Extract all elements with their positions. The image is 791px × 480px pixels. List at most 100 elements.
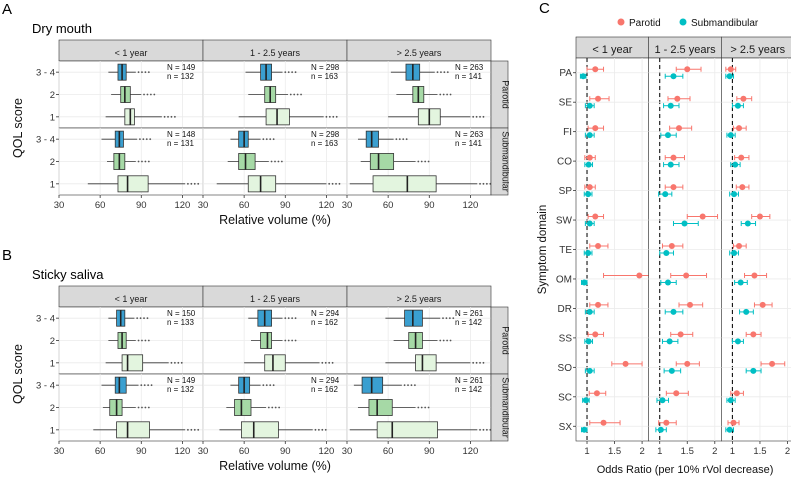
box-outlier — [146, 317, 149, 320]
estimate-point — [726, 73, 733, 80]
box-outlier — [294, 71, 297, 74]
y-category-label: SX — [559, 422, 573, 433]
estimate-point — [739, 184, 746, 191]
legend-marker-submandibular — [679, 18, 687, 26]
box-outlier — [144, 406, 147, 409]
box-outlier — [328, 182, 331, 185]
y-category-label: 3 - 4 — [36, 314, 55, 325]
x-tick-label: 60 — [95, 446, 106, 457]
box-outlier — [141, 406, 143, 409]
estimate-point — [586, 367, 593, 374]
box-outlier — [436, 71, 439, 74]
box-outlier — [398, 138, 401, 141]
x-tick-label: 2 — [712, 446, 717, 457]
estimate-point — [675, 125, 682, 132]
estimate-point — [667, 102, 674, 109]
estimate-point — [659, 397, 666, 404]
sample-size-n: n = 142 — [455, 318, 482, 327]
estimate-point — [600, 419, 607, 426]
estimate-point — [750, 331, 757, 338]
facet-strip-label: 1 - 2.5 years — [654, 44, 716, 56]
box-outlier — [153, 93, 156, 96]
box-outlier — [170, 115, 173, 118]
box-iqr — [372, 175, 437, 193]
box-outlier — [187, 182, 189, 185]
x-axis-title: Relative volume (%) — [219, 459, 331, 473]
box-outlier — [479, 115, 481, 118]
box-iqr — [260, 332, 272, 349]
box-outlier — [440, 71, 442, 74]
sample-size-N: N = 263 — [455, 130, 484, 139]
box-outlier — [449, 339, 452, 342]
box-outlier — [445, 317, 448, 320]
box-outlier — [317, 428, 320, 431]
estimate-point — [736, 125, 743, 132]
box-outlier — [395, 138, 398, 141]
box-outlier — [277, 160, 280, 163]
estimate-point — [681, 220, 688, 227]
box-outlier — [278, 406, 281, 409]
box-outlier — [442, 93, 445, 96]
box-outlier — [147, 160, 150, 163]
estimate-point — [592, 331, 599, 338]
facet-strip-label: 1 - 2.5 years — [250, 294, 301, 304]
y-category-label: 1 — [50, 358, 55, 369]
estimate-point — [727, 132, 734, 139]
box-outlier — [265, 138, 268, 141]
box-outlier — [402, 138, 405, 141]
box-outlier — [144, 71, 147, 74]
box-outlier — [289, 93, 292, 96]
y-category-label: 1 — [50, 425, 55, 436]
y-category-label: 3 - 4 — [36, 381, 55, 392]
x-tick-label: 1 — [730, 446, 735, 457]
box-outlier — [291, 71, 294, 74]
box-outlier — [146, 93, 149, 96]
y-category-label: SC — [558, 392, 572, 403]
box-outlier — [147, 384, 150, 387]
box-outlier — [293, 93, 296, 96]
box-outlier — [427, 406, 430, 409]
x-tick-label: 90 — [424, 200, 435, 211]
estimate-point — [585, 250, 592, 256]
box-outlier — [321, 428, 324, 431]
estimate-point — [664, 279, 671, 286]
box-outlier — [274, 160, 276, 163]
estimate-point — [666, 338, 673, 345]
box-outlier — [291, 317, 294, 320]
panel-letter: B — [2, 247, 12, 264]
box-outlier — [139, 138, 141, 141]
box-outlier — [420, 160, 423, 163]
estimate-point — [585, 191, 592, 198]
box-outlier — [163, 115, 166, 118]
estimate-point — [582, 397, 589, 404]
box-outlier — [328, 361, 331, 364]
estimate-point — [586, 102, 593, 109]
estimate-point — [699, 213, 706, 220]
row-facet-label: Parotid — [501, 326, 511, 355]
x-tick-label: 60 — [95, 200, 106, 211]
y-category-label: OM — [556, 274, 572, 285]
box-iqr — [368, 399, 393, 416]
estimate-point — [585, 161, 592, 168]
box-outlier — [479, 428, 481, 431]
sample-size-N: N = 298 — [311, 63, 340, 72]
row-facet-label: Submandibular — [501, 377, 511, 438]
x-tick-label: 1.5 — [608, 446, 621, 457]
box-outlier — [405, 138, 408, 141]
y-category-label: TE — [559, 245, 572, 256]
estimate-point — [586, 154, 593, 161]
legend-label-submandibular: Submandibular — [691, 18, 759, 29]
box-outlier — [262, 138, 265, 141]
sample-size-N: N = 294 — [311, 376, 340, 385]
estimate-point — [595, 301, 602, 308]
box-outlier — [262, 384, 265, 387]
x-tick-label: 90 — [136, 446, 147, 457]
box-outlier — [287, 71, 290, 74]
legend-marker-parotid — [617, 18, 625, 26]
x-axis-title: Relative volume (%) — [219, 213, 331, 227]
box-iqr — [116, 421, 150, 439]
y-category-label: 1 — [50, 179, 55, 190]
box-outlier — [482, 361, 485, 364]
estimate-point — [657, 426, 664, 433]
